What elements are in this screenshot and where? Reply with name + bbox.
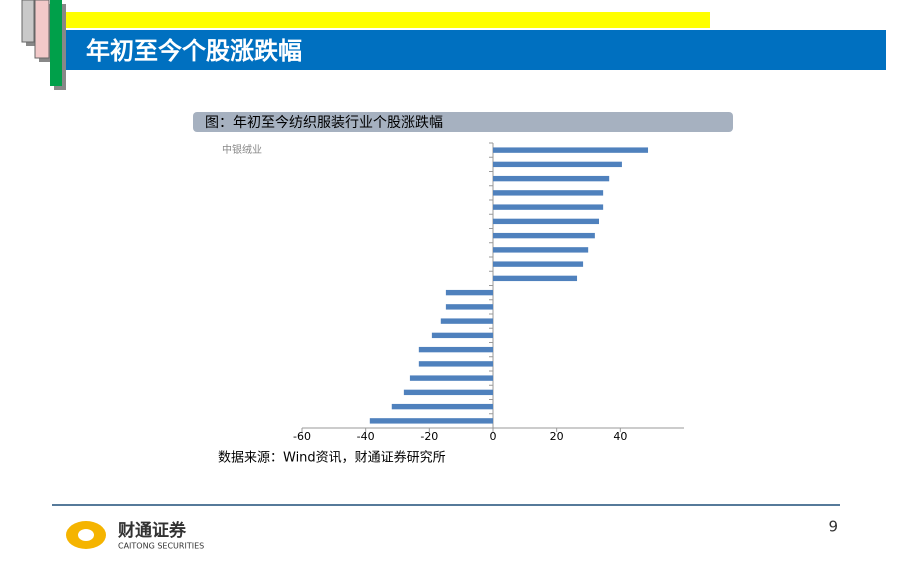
x-tick-label: -40: [357, 430, 375, 443]
x-tick-label: -60: [293, 430, 311, 443]
bar: [493, 218, 600, 225]
y-tick-label: 中银绒业: [222, 143, 262, 156]
bar: [493, 190, 604, 196]
bar: [418, 346, 493, 353]
slide-title: 年初至今个股涨跌幅: [86, 37, 302, 65]
bar: [493, 175, 610, 182]
title-band: [66, 30, 886, 70]
bar: [493, 275, 578, 282]
x-tick-label: 20: [550, 430, 564, 443]
source: 数据来源：Wind资讯，财通证券研究所: [218, 450, 446, 466]
bar: [418, 361, 493, 367]
decor-bar: [21, 0, 35, 43]
bar: [493, 161, 622, 168]
decor-bar: [34, 0, 50, 59]
caption-box: [193, 112, 733, 132]
x-tick-label: 40: [613, 430, 627, 443]
logo-name: 财通证券: [117, 520, 187, 541]
bar: [493, 247, 589, 253]
bar: [493, 261, 584, 267]
chart-title: 图：年初至今纺织服装行业个股涨跌幅: [205, 114, 443, 131]
logo-mark-inner: [78, 529, 94, 541]
bar: [493, 232, 595, 239]
bar: [493, 147, 649, 153]
bar: [431, 332, 493, 339]
bar: [409, 375, 493, 381]
bar: [391, 403, 493, 410]
bar: [445, 289, 493, 296]
bar: [440, 318, 493, 324]
bar: [403, 389, 493, 396]
x-tick-label: -20: [420, 430, 438, 443]
yellow-strip: [66, 12, 710, 28]
page-number: 9: [828, 518, 838, 536]
bar: [369, 418, 493, 424]
bar: [493, 204, 604, 210]
x-tick-label: 0: [490, 430, 497, 443]
bar: [445, 304, 493, 310]
logo-english: CAITONG SECURITIES: [118, 542, 204, 551]
decor-bar: [50, 0, 62, 86]
